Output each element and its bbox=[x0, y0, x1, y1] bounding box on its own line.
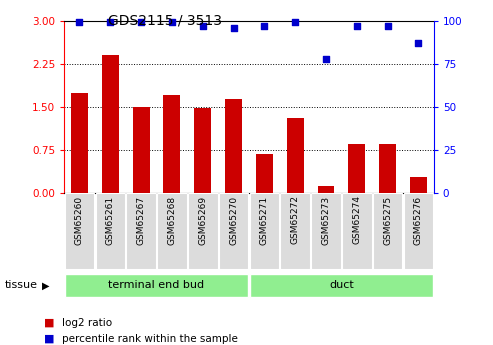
Point bbox=[75, 20, 83, 25]
Bar bbox=[219, 193, 248, 269]
Bar bbox=[410, 177, 427, 193]
Text: log2 ratio: log2 ratio bbox=[62, 318, 112, 327]
Bar bbox=[157, 193, 187, 269]
Bar bbox=[102, 55, 119, 193]
Text: GSM65260: GSM65260 bbox=[75, 196, 84, 245]
Bar bbox=[379, 144, 396, 193]
Bar bbox=[404, 193, 433, 269]
Text: ■: ■ bbox=[44, 318, 55, 327]
Bar bbox=[126, 193, 156, 269]
Point bbox=[353, 23, 361, 29]
Text: GSM65272: GSM65272 bbox=[291, 196, 300, 245]
Point bbox=[322, 56, 330, 61]
Bar bbox=[225, 99, 242, 193]
Bar bbox=[281, 193, 310, 269]
Text: GSM65270: GSM65270 bbox=[229, 196, 238, 245]
Point bbox=[260, 23, 268, 29]
Text: GSM65276: GSM65276 bbox=[414, 196, 423, 245]
Bar bbox=[373, 193, 402, 269]
Point bbox=[384, 23, 391, 29]
Text: GSM65273: GSM65273 bbox=[321, 196, 330, 245]
Bar bbox=[96, 193, 125, 269]
Text: ▶: ▶ bbox=[42, 280, 49, 290]
Text: duct: duct bbox=[329, 280, 354, 290]
Text: GSM65268: GSM65268 bbox=[168, 196, 176, 245]
Point bbox=[230, 25, 238, 30]
Point bbox=[415, 40, 423, 46]
Text: GSM65274: GSM65274 bbox=[352, 196, 361, 245]
Bar bbox=[164, 96, 180, 193]
Point bbox=[199, 23, 207, 29]
Text: GSM65275: GSM65275 bbox=[383, 196, 392, 245]
Text: GSM65269: GSM65269 bbox=[198, 196, 207, 245]
Bar bbox=[342, 193, 372, 269]
Bar bbox=[349, 144, 365, 193]
Bar bbox=[65, 193, 94, 269]
Text: GSM65267: GSM65267 bbox=[137, 196, 145, 245]
Text: percentile rank within the sample: percentile rank within the sample bbox=[62, 334, 238, 344]
Text: terminal end bud: terminal end bud bbox=[108, 280, 205, 290]
Point bbox=[106, 20, 114, 25]
Bar bbox=[133, 107, 149, 193]
Bar bbox=[194, 108, 211, 193]
Bar bbox=[287, 118, 304, 193]
Bar bbox=[256, 154, 273, 193]
Text: tissue: tissue bbox=[5, 280, 38, 290]
Point bbox=[168, 20, 176, 25]
Bar bbox=[317, 186, 334, 193]
Text: GSM65271: GSM65271 bbox=[260, 196, 269, 245]
Text: GDS2115 / 3513: GDS2115 / 3513 bbox=[108, 14, 222, 28]
Bar bbox=[249, 193, 279, 269]
Point bbox=[137, 20, 145, 25]
Bar bbox=[188, 193, 217, 269]
Point bbox=[291, 20, 299, 25]
Bar bbox=[71, 92, 88, 193]
Text: GSM65261: GSM65261 bbox=[106, 196, 115, 245]
Bar bbox=[65, 274, 248, 297]
Text: ■: ■ bbox=[44, 334, 55, 344]
Bar bbox=[311, 193, 341, 269]
Bar bbox=[249, 274, 433, 297]
